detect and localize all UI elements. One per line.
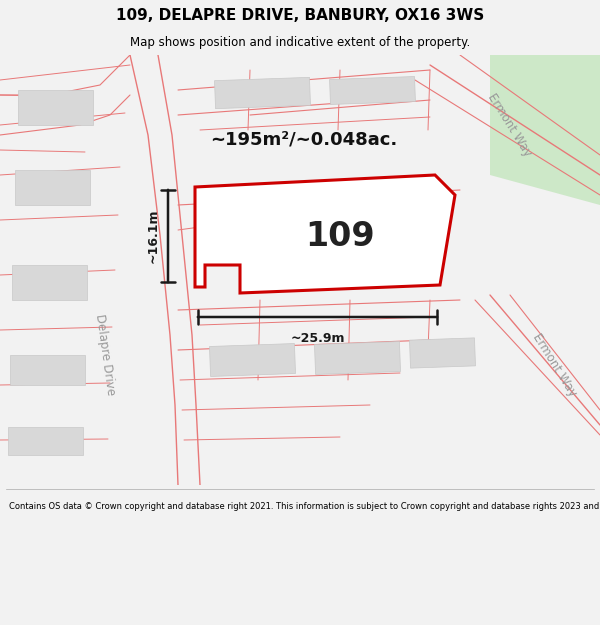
Text: Map shows position and indicative extent of the property.: Map shows position and indicative extent… <box>130 36 470 49</box>
Polygon shape <box>215 78 310 109</box>
Text: ~16.1m: ~16.1m <box>147 209 160 263</box>
Text: 109, DELAPRE DRIVE, BANBURY, OX16 3WS: 109, DELAPRE DRIVE, BANBURY, OX16 3WS <box>116 8 484 23</box>
Text: 109: 109 <box>305 221 375 254</box>
Text: Ermont Way: Ermont Way <box>485 91 535 159</box>
Text: ~25.9m: ~25.9m <box>290 332 345 345</box>
Polygon shape <box>314 341 400 374</box>
Text: Delapre Drive: Delapre Drive <box>93 314 117 396</box>
Polygon shape <box>195 175 455 293</box>
Polygon shape <box>209 344 295 376</box>
Bar <box>8 427 83 455</box>
Text: Ermont Way: Ermont Way <box>530 331 580 399</box>
Polygon shape <box>490 55 600 205</box>
Text: Contains OS data © Crown copyright and database right 2021. This information is : Contains OS data © Crown copyright and d… <box>9 502 600 511</box>
Bar <box>15 170 90 205</box>
Text: ~195m²/~0.048ac.: ~195m²/~0.048ac. <box>210 131 397 149</box>
Bar <box>10 355 85 385</box>
Polygon shape <box>329 76 415 104</box>
Bar <box>12 265 87 300</box>
Polygon shape <box>254 204 335 246</box>
Bar <box>18 90 93 125</box>
Polygon shape <box>410 338 475 368</box>
